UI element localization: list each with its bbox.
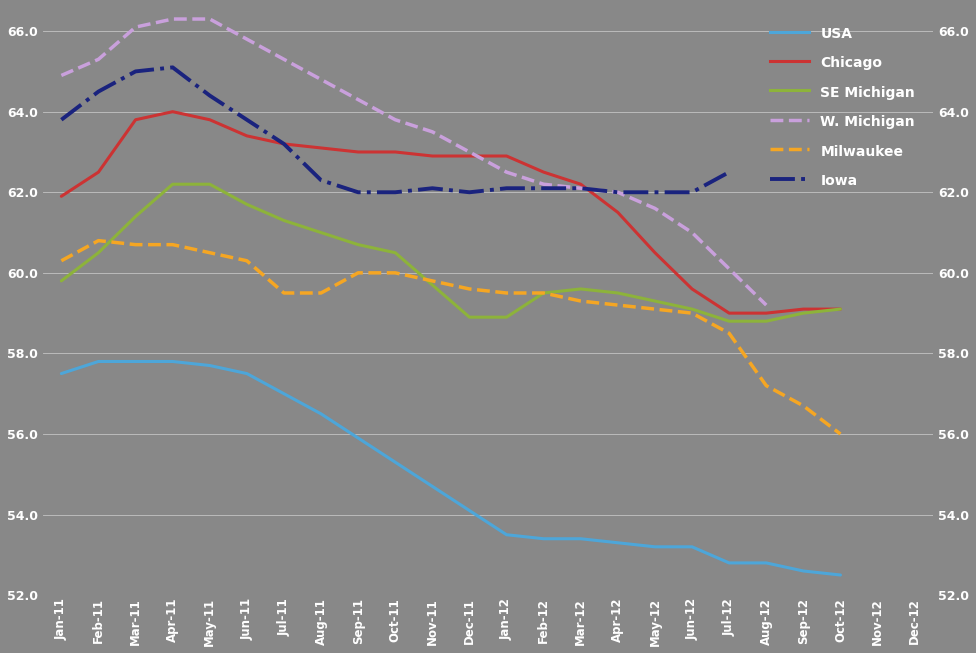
Legend: USA, Chicago, SE Michigan, W. Michigan, Milwaukee, Iowa: USA, Chicago, SE Michigan, W. Michigan, … <box>759 14 926 200</box>
